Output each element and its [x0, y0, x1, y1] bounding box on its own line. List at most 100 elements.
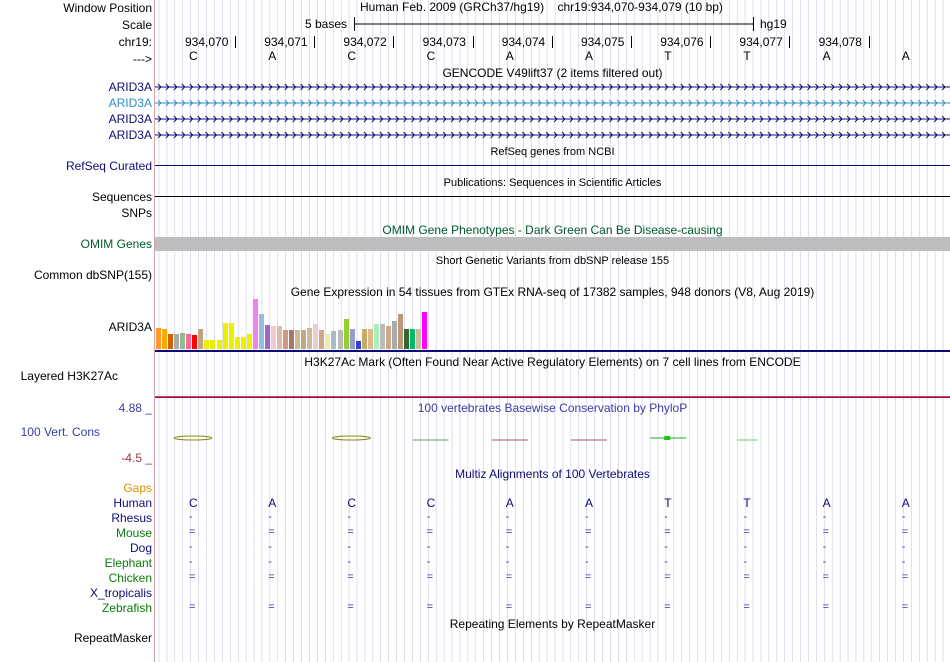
window-position-label[interactable]: Window Position — [63, 1, 152, 15]
species-label-xtropicalis[interactable]: X_tropicalis — [89, 586, 152, 600]
h3k27ac-signal-line[interactable] — [155, 396, 950, 397]
gtex-tissue-bar[interactable] — [180, 333, 186, 349]
gtex-tissue-bar[interactable] — [277, 326, 282, 349]
dbsnp-track-label[interactable]: Common dbSNP(155) — [33, 268, 152, 282]
refseq-track-label[interactable]: RefSeq Curated — [65, 159, 152, 173]
gtex-tissue-bar[interactable] — [416, 329, 422, 349]
gtex-gene-label[interactable]: ARID3A — [108, 320, 152, 334]
species-label-dog[interactable]: Dog — [129, 541, 152, 555]
strand-chevron — [395, 131, 400, 139]
omim-track-title[interactable]: OMIM Gene Phenotypes - Dark Green Can Be… — [382, 223, 723, 237]
gtex-tissue-bar[interactable] — [349, 329, 355, 349]
gtex-tissue-bar[interactable] — [391, 321, 397, 349]
gtex-tissue-bar[interactable] — [301, 330, 307, 349]
gtex-tissue-bar[interactable] — [186, 334, 192, 349]
cons-track-title[interactable]: 100 vertebrates Basewise Conservation by… — [417, 401, 688, 415]
gtex-tissue-bar[interactable] — [331, 331, 337, 349]
gtex-tissue-bar[interactable] — [325, 334, 331, 349]
snps-track-label[interactable]: SNPs — [121, 206, 152, 220]
alignment-cell: = — [585, 601, 592, 613]
alignment-cell: = — [664, 526, 671, 538]
gtex-tissue-bar[interactable] — [355, 341, 361, 349]
gencode-gene-label-2[interactable]: ARID3A — [108, 96, 152, 110]
repeatmasker-track-label[interactable]: RepeatMasker — [73, 631, 152, 645]
gtex-tissue-bar[interactable] — [216, 340, 222, 349]
gtex-tissue-bar[interactable] — [270, 326, 276, 349]
gtex-tissue-bar[interactable] — [379, 324, 385, 349]
species-label-mouse[interactable]: Mouse — [115, 526, 152, 540]
dbsnp-track-title[interactable]: Short Genetic Variants from dbSNP releas… — [435, 255, 670, 267]
strand-chevron — [656, 115, 661, 123]
gtex-track-title[interactable]: Gene Expression in 54 tissues from GTEx … — [290, 285, 815, 299]
gtex-tissue-bar[interactable] — [198, 329, 204, 349]
gtex-tissue-bar[interactable] — [252, 299, 258, 349]
strand-chevron — [775, 131, 780, 139]
species-label-zebrafish[interactable]: Zebrafish — [101, 601, 152, 615]
gtex-tissue-bar[interactable] — [404, 329, 410, 349]
gtex-expression-chart[interactable] — [155, 299, 950, 349]
publications-line[interactable] — [155, 196, 950, 197]
cons-track-label[interactable]: 100 Vert. Cons — [20, 425, 100, 439]
gtex-tissue-bar[interactable] — [313, 324, 319, 349]
gtex-tissue-bar[interactable] — [234, 337, 240, 349]
gtex-tissue-bar[interactable] — [422, 312, 428, 349]
repeatmasker-track-title[interactable]: Repeating Elements by RepeatMasker — [449, 617, 656, 631]
strand-chevron — [601, 115, 606, 123]
gtex-tissue-bar[interactable] — [174, 334, 180, 349]
gtex-tissue-bar[interactable] — [283, 330, 289, 349]
gtex-tissue-bar[interactable] — [385, 326, 391, 349]
gencode-gene-label-4[interactable]: ARID3A — [108, 128, 152, 142]
refseq-track-title[interactable]: RefSeq genes from NCBI — [490, 146, 615, 158]
gencode-gene-label-1[interactable]: ARID3A — [108, 80, 152, 94]
gtex-tissue-bar[interactable] — [240, 337, 246, 349]
track-image-area[interactable]: Human Feb. 2009 (GRCh37/hg19) chr19:934,… — [155, 0, 950, 662]
gtex-tissue-bar[interactable] — [295, 330, 301, 349]
refseq-gene-line[interactable] — [155, 165, 950, 166]
gtex-tissue-bar[interactable] — [367, 329, 373, 349]
gtex-tissue-bar[interactable] — [264, 325, 270, 349]
gtex-tissue-bar[interactable] — [210, 340, 216, 349]
strand-chevron — [498, 99, 503, 107]
gencode-gene-label-3[interactable]: ARID3A — [108, 112, 152, 126]
cons-signal[interactable] — [155, 428, 950, 448]
species-label-elephant[interactable]: Elephant — [104, 556, 152, 570]
gtex-tissue-bar[interactable] — [410, 329, 416, 349]
gencode-transcripts[interactable] — [155, 80, 950, 144]
gtex-gene-line[interactable] — [155, 350, 950, 352]
strand-chevron — [648, 99, 653, 107]
strand-chevron — [331, 83, 336, 91]
h3k27ac-track-title[interactable]: H3K27Ac Mark (Often Found Near Active Re… — [304, 355, 801, 369]
gtex-tissue-bar[interactable] — [162, 329, 168, 349]
publications-track-title[interactable]: Publications: Sequences in Scientific Ar… — [443, 177, 662, 189]
scale-label[interactable]: Scale — [121, 18, 152, 32]
gencode-track-title[interactable]: GENCODE V49lift37 (2 items filtered out) — [442, 66, 663, 80]
species-label-rhesus[interactable]: Rhesus — [111, 511, 152, 525]
gtex-tissue-bar[interactable] — [156, 328, 161, 349]
publications-track-label[interactable]: Sequences — [91, 190, 152, 204]
gtex-tissue-bar[interactable] — [192, 335, 198, 349]
strand-chevron — [767, 115, 772, 123]
gtex-tissue-bar[interactable] — [337, 330, 343, 349]
gtex-tissue-bar[interactable] — [258, 314, 264, 349]
species-label-human[interactable]: Human — [113, 496, 152, 510]
species-label-chicken[interactable]: Chicken — [108, 571, 152, 585]
gtex-tissue-bar[interactable] — [222, 323, 228, 349]
gtex-tissue-bar[interactable] — [343, 319, 349, 349]
strand-chevron — [316, 115, 321, 123]
gtex-tissue-bar[interactable] — [228, 323, 234, 349]
gtex-tissue-bar[interactable] — [373, 324, 379, 349]
gtex-tissue-bar[interactable] — [204, 340, 210, 349]
omim-track-label[interactable]: OMIM Genes — [80, 237, 152, 251]
gtex-tissue-bar[interactable] — [289, 330, 295, 349]
chrom-label[interactable]: chr19: — [118, 35, 152, 49]
gtex-tissue-bar[interactable] — [307, 328, 313, 349]
gtex-tissue-bar[interactable] — [398, 314, 403, 349]
gtex-tissue-bar[interactable] — [319, 330, 325, 349]
gtex-tissue-bar[interactable] — [246, 334, 252, 349]
multiz-track-title[interactable]: Multiz Alignments of 100 Vertebrates — [455, 467, 650, 481]
gtex-tissue-bar[interactable] — [361, 329, 367, 349]
strand-label[interactable]: ---> — [133, 52, 152, 66]
gtex-tissue-bar[interactable] — [168, 334, 174, 349]
h3k27ac-track-label[interactable]: Layered H3K27Ac — [20, 369, 118, 383]
omim-gene-bar[interactable] — [155, 237, 950, 251]
